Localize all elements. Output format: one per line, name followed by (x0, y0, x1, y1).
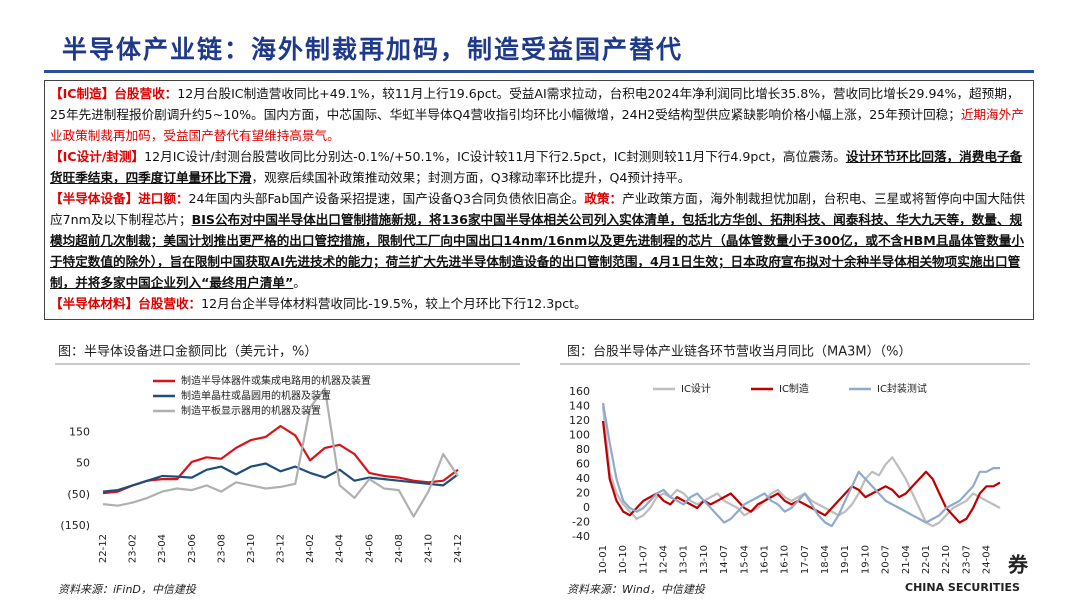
legend-label: IC设计 (681, 382, 711, 395)
x-tick-label: 13-01 (679, 545, 690, 574)
label: 政策： (584, 191, 623, 206)
page-title: 半导体产业链：海外制裁再加码，制造受益国产替代 (62, 35, 684, 64)
x-tick-label: 17-07 (800, 545, 811, 574)
x-tick-label: 24-02 (305, 534, 316, 563)
x-tick-label: 24-12 (453, 534, 464, 563)
label: 【IC制造】台股营收： (50, 86, 178, 101)
text-emphasis: 设计环节环比回落，消费电子备货旺季结束，四季度订单量环比下滑 (50, 149, 1023, 185)
text: 12月IC设计/封测台股营收同比分别达-0.1%/+50.1%，IC设计较11月… (144, 149, 846, 164)
series-line (601, 420, 1001, 524)
series-line (102, 424, 459, 495)
x-tick-label: 10-01 (598, 545, 609, 574)
label: 【半导体设备】进口额： (50, 191, 189, 206)
title-rule (44, 70, 1034, 73)
x-tick-label: 23-10 (246, 534, 257, 563)
series-line (102, 462, 459, 493)
paragraph: 【半导体设备】进口额：24年国内头部Fab国产设备采招提速，国产设备Q3合同负债… (50, 188, 1028, 293)
x-tick-label: 19-01 (840, 545, 851, 574)
x-tick-label: 24-06 (364, 534, 375, 563)
logo-text: CHINA SECURITIES (905, 581, 1020, 594)
source: 资料来源：iFinD，中信建投 (58, 583, 197, 596)
x-tick-label: 22-12 (98, 534, 109, 563)
legend-label: 制造单晶柱或晶圆用的机器及装置 (181, 389, 331, 402)
legend-label: 制造半导体器件或集成电路用的机器及装置 (181, 374, 371, 387)
text: 产业政策方面，海外制裁担忧加剧，台积电、三星或将暂停向中国大陆供应7nm及以下制… (50, 191, 1026, 227)
y-tick-label: 120 (569, 414, 590, 427)
y-tick-label: 40 (576, 472, 590, 485)
x-tick-label: 24-10 (423, 534, 434, 563)
x-tick-label: 19-10 (860, 545, 871, 574)
x-tick-label: 16-10 (780, 545, 791, 574)
text: 。 (293, 275, 306, 290)
y-tick-label: 150 (69, 425, 90, 438)
y-tick-label: 0 (583, 501, 590, 514)
text: 24年国内头部Fab国产设备采招提速，国产设备Q3合同负债依旧高企。 (188, 191, 585, 206)
x-tick-label: 23-12 (276, 534, 287, 563)
x-tick-label: 24-04 (982, 545, 993, 574)
logo-char: 券 (1007, 553, 1029, 577)
x-tick-label: 24-08 (394, 534, 405, 563)
x-tick-label: 14-07 (719, 545, 730, 574)
x-tick-label: 22-10 (941, 545, 952, 574)
paragraph: 【半导体材料】台股营收：12月台企半导体材料营收同比-19.5%，较上个月环比下… (50, 293, 1028, 314)
y-tick-label: 100 (569, 429, 590, 442)
y-tick-label: (150) (60, 519, 90, 532)
text: ，观察后续国补政策推动效果；封测方面，Q3稼动率环比提升，Q4预计持平。 (251, 170, 691, 185)
chart-title: 图：半导体设备进口金额同比（美元计，%） (58, 344, 317, 360)
legend-label: 制造平板显示器用的机器及装置 (181, 404, 321, 417)
y-tick-label: 160 (569, 385, 590, 398)
y-tick-label: 20 (576, 487, 590, 500)
x-tick-label: 20-07 (881, 545, 892, 574)
y-tick-label: 140 (569, 400, 590, 413)
x-tick-label: 23-07 (961, 545, 972, 574)
text: 12月台企半导体材料营收同比-19.5%，较上个月环比下行12.3pct。 (201, 296, 587, 311)
paragraph: 【IC设计/封测】12月IC设计/封测台股营收同比分别达-0.1%/+50.1%… (50, 146, 1028, 188)
text: 12月台股IC制造营收同比+49.1%，较11月上行19.6pct。受益AI需求… (50, 86, 1020, 122)
label: 【IC设计/封测】 (50, 149, 145, 164)
y-tick-label: 80 (576, 443, 590, 456)
text-highlight: 近期海外产业政策制裁再加码，受益国产替代有望维持高景气。 (50, 107, 1024, 143)
text-emphasis: BIS公布对中国半导体出口管制措施新规，将136家中国半导体相关公司列入实体清单… (50, 212, 1024, 290)
chart-title: 图：台股半导体产业链各环节营收当月同比（MA3M）（%） (567, 344, 911, 360)
x-tick-label: 15-04 (739, 545, 750, 574)
y-tick-label: 50 (76, 457, 90, 470)
label: 【半导体材料】台股营收： (50, 296, 202, 311)
x-tick-label: 10-10 (618, 545, 629, 574)
x-tick-label: 11-07 (638, 545, 649, 574)
x-tick-label: 23-04 (157, 534, 168, 563)
x-tick-label: 21-04 (901, 545, 912, 574)
series-line (102, 387, 459, 518)
y-tick-label: -20 (572, 516, 590, 529)
x-tick-label: 23-06 (187, 534, 198, 563)
legend-label: IC制造 (779, 382, 809, 395)
paragraph: 【IC制造】台股营收：12月台股IC制造营收同比+49.1%，较11月上行19.… (50, 83, 1028, 146)
series-line (601, 402, 1000, 528)
x-tick-label: 12-04 (659, 545, 670, 574)
y-tick-label: -40 (572, 530, 590, 543)
legend-label: IC封装测试 (877, 382, 927, 395)
x-tick-label: 22-01 (921, 545, 932, 574)
x-tick-label: 13-10 (699, 545, 710, 574)
y-tick-label: (50) (67, 488, 90, 501)
source: 资料来源：Wind，中信建投 (567, 583, 706, 596)
summary-box: 【IC制造】台股营收：12月台股IC制造营收同比+49.1%，较11月上行19.… (44, 80, 1034, 320)
y-tick-label: 60 (576, 458, 590, 471)
x-tick-label: 16-01 (759, 545, 770, 574)
x-tick-label: 23-02 (128, 534, 139, 563)
x-tick-label: 24-04 (335, 534, 346, 563)
x-tick-label: 23-08 (216, 534, 227, 563)
series-line (601, 406, 1001, 528)
x-tick-label: 18-04 (820, 545, 831, 574)
